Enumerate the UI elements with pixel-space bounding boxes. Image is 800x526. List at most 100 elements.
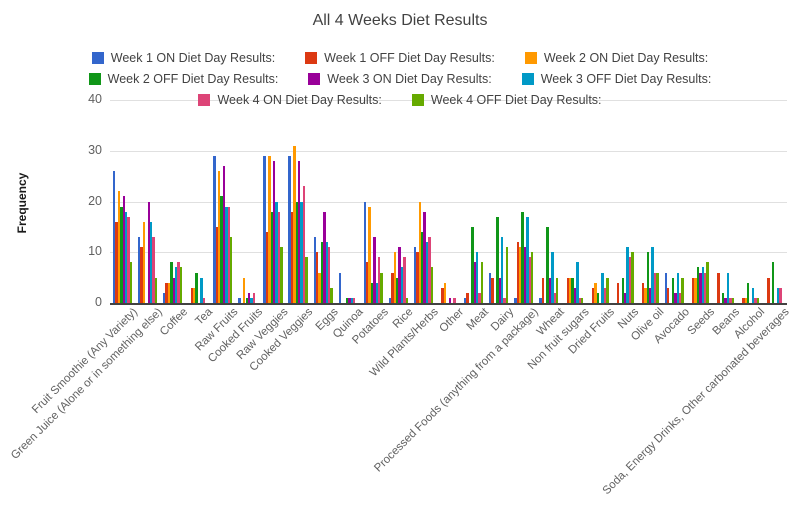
legend-swatch-icon (524, 51, 537, 64)
bar (388, 297, 392, 303)
bar (701, 267, 705, 303)
bar (606, 277, 609, 303)
bar (375, 282, 379, 303)
legend-item: Week 3 OFF Diet Day Results: (521, 71, 712, 86)
bar (167, 282, 171, 303)
bar (142, 221, 146, 303)
bar (726, 272, 730, 303)
bar (514, 297, 517, 303)
bar (413, 247, 417, 303)
bar (263, 155, 266, 303)
x-axis-label: Seeds (685, 306, 717, 338)
y-axis-ticks: 0 10 20 30 40 (0, 92, 102, 309)
bar (523, 247, 527, 303)
bar (393, 252, 396, 303)
bar (681, 277, 684, 303)
bar (555, 277, 559, 303)
legend-item: Week 3 ON Diet Day Results: (308, 71, 492, 86)
bar (603, 287, 607, 303)
bar (227, 206, 231, 303)
legend-label: Week 3 OFF Diet Day Results: (540, 71, 712, 86)
bar (656, 272, 659, 303)
bar (475, 252, 479, 303)
bar (694, 277, 697, 303)
legend-label: Week 1 OFF Diet Day Results: (324, 50, 495, 65)
bar (268, 155, 271, 303)
y-axis-title: Frequency (15, 172, 29, 234)
bar (280, 247, 283, 303)
bar (744, 297, 747, 303)
bar (626, 247, 629, 303)
bar (706, 262, 709, 303)
bar (594, 282, 597, 303)
bar (696, 267, 700, 303)
gridline (110, 150, 787, 152)
y-axis-tick-label: 20 (88, 193, 102, 208)
bar (238, 297, 241, 303)
bar (245, 297, 248, 303)
bar (699, 272, 702, 303)
legend-label: Week 4 ON Diet Day Results: (217, 92, 382, 107)
bar (731, 297, 734, 303)
legend-row: Week 4 ON Diet Day Results: Week 4 OFF Di… (0, 92, 800, 107)
bar (704, 272, 707, 303)
bar (320, 242, 324, 303)
bar (345, 297, 349, 303)
bar (621, 277, 624, 303)
bar (425, 242, 429, 303)
bar (277, 211, 281, 303)
bar (548, 277, 552, 303)
bar (120, 206, 123, 303)
bar (631, 252, 634, 303)
bar (192, 287, 196, 303)
bar (666, 287, 670, 303)
bar (569, 277, 572, 303)
bar (380, 272, 383, 303)
bar (601, 272, 604, 303)
legend-swatch-icon (305, 51, 318, 64)
bar (521, 211, 524, 303)
bar (767, 277, 770, 303)
bar (150, 221, 153, 303)
bar (646, 252, 650, 303)
bar (649, 287, 652, 303)
bar (676, 272, 679, 303)
bar (443, 282, 447, 303)
bar (348, 297, 351, 303)
chart-title: All 4 Weeks Diet Results (312, 12, 488, 29)
bar (453, 297, 456, 303)
bar (127, 216, 130, 303)
bar (247, 292, 251, 303)
bar (350, 297, 353, 303)
x-axis-label: Processed Foods (anything from a package… (372, 306, 542, 475)
y-axis-tick-label: 30 (88, 142, 102, 157)
bar (678, 292, 682, 303)
bar (265, 231, 269, 303)
bar (391, 272, 394, 303)
legend-swatch-icon (521, 72, 534, 85)
bar (776, 287, 780, 303)
x-axis-labels: Fruit Smoothie (Any Variety) Green Juice … (9, 306, 792, 516)
bar (553, 292, 556, 303)
bar (290, 211, 294, 303)
gridline (110, 201, 787, 203)
y-axis-tick-label: 0 (95, 295, 102, 309)
bar (463, 297, 467, 303)
bar (175, 267, 178, 303)
bar (466, 292, 469, 303)
bar (252, 292, 256, 303)
bar (596, 292, 599, 303)
plot-area (110, 100, 787, 305)
bar (398, 247, 401, 303)
bar (250, 297, 253, 303)
legend-item: Week 1 ON Diet Day Results: (91, 50, 275, 65)
bar (501, 237, 504, 303)
bar (220, 196, 223, 303)
y-axis-tick-label: 10 (88, 244, 102, 259)
bar (651, 247, 654, 303)
bar (491, 277, 494, 303)
bar (325, 242, 328, 303)
bar (624, 292, 627, 303)
legend-swatch-icon (91, 51, 104, 64)
bar (115, 221, 118, 303)
